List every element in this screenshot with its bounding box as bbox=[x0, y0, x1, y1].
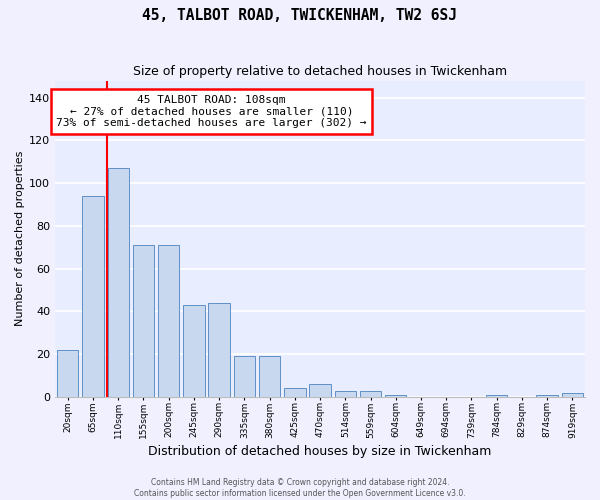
Bar bbox=[158, 245, 179, 397]
Bar bbox=[82, 196, 104, 397]
Bar bbox=[335, 390, 356, 397]
Bar bbox=[107, 168, 129, 397]
Bar bbox=[360, 390, 381, 397]
Text: 45 TALBOT ROAD: 108sqm
← 27% of detached houses are smaller (110)
73% of semi-de: 45 TALBOT ROAD: 108sqm ← 27% of detached… bbox=[56, 95, 367, 128]
Title: Size of property relative to detached houses in Twickenham: Size of property relative to detached ho… bbox=[133, 65, 507, 78]
Bar bbox=[133, 245, 154, 397]
Bar bbox=[310, 384, 331, 397]
Bar bbox=[208, 303, 230, 397]
Bar bbox=[486, 395, 508, 397]
Bar bbox=[284, 388, 305, 397]
Y-axis label: Number of detached properties: Number of detached properties bbox=[15, 151, 25, 326]
Bar bbox=[385, 395, 406, 397]
Bar bbox=[562, 392, 583, 397]
Text: Contains HM Land Registry data © Crown copyright and database right 2024.
Contai: Contains HM Land Registry data © Crown c… bbox=[134, 478, 466, 498]
Bar bbox=[183, 305, 205, 397]
Bar bbox=[259, 356, 280, 397]
X-axis label: Distribution of detached houses by size in Twickenham: Distribution of detached houses by size … bbox=[148, 444, 492, 458]
Bar bbox=[233, 356, 255, 397]
Bar bbox=[57, 350, 79, 397]
Text: 45, TALBOT ROAD, TWICKENHAM, TW2 6SJ: 45, TALBOT ROAD, TWICKENHAM, TW2 6SJ bbox=[143, 8, 458, 22]
Bar bbox=[536, 395, 558, 397]
